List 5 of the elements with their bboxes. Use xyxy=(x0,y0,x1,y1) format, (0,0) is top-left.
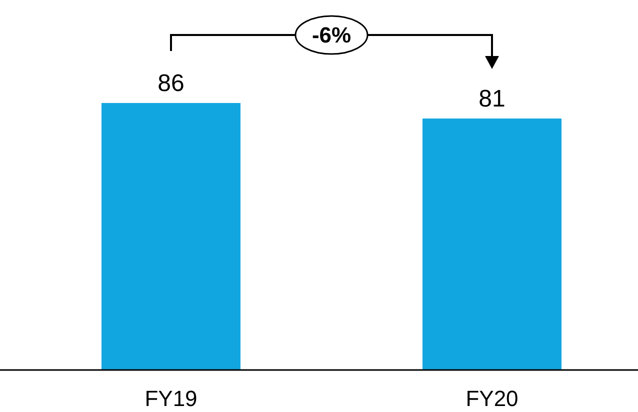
x-tick-label: FY20 xyxy=(466,386,518,411)
data-label: 81 xyxy=(478,86,506,113)
data-label: 86 xyxy=(158,70,184,97)
x-tick-label: FY19 xyxy=(144,386,198,411)
text: -6% xyxy=(312,22,352,48)
